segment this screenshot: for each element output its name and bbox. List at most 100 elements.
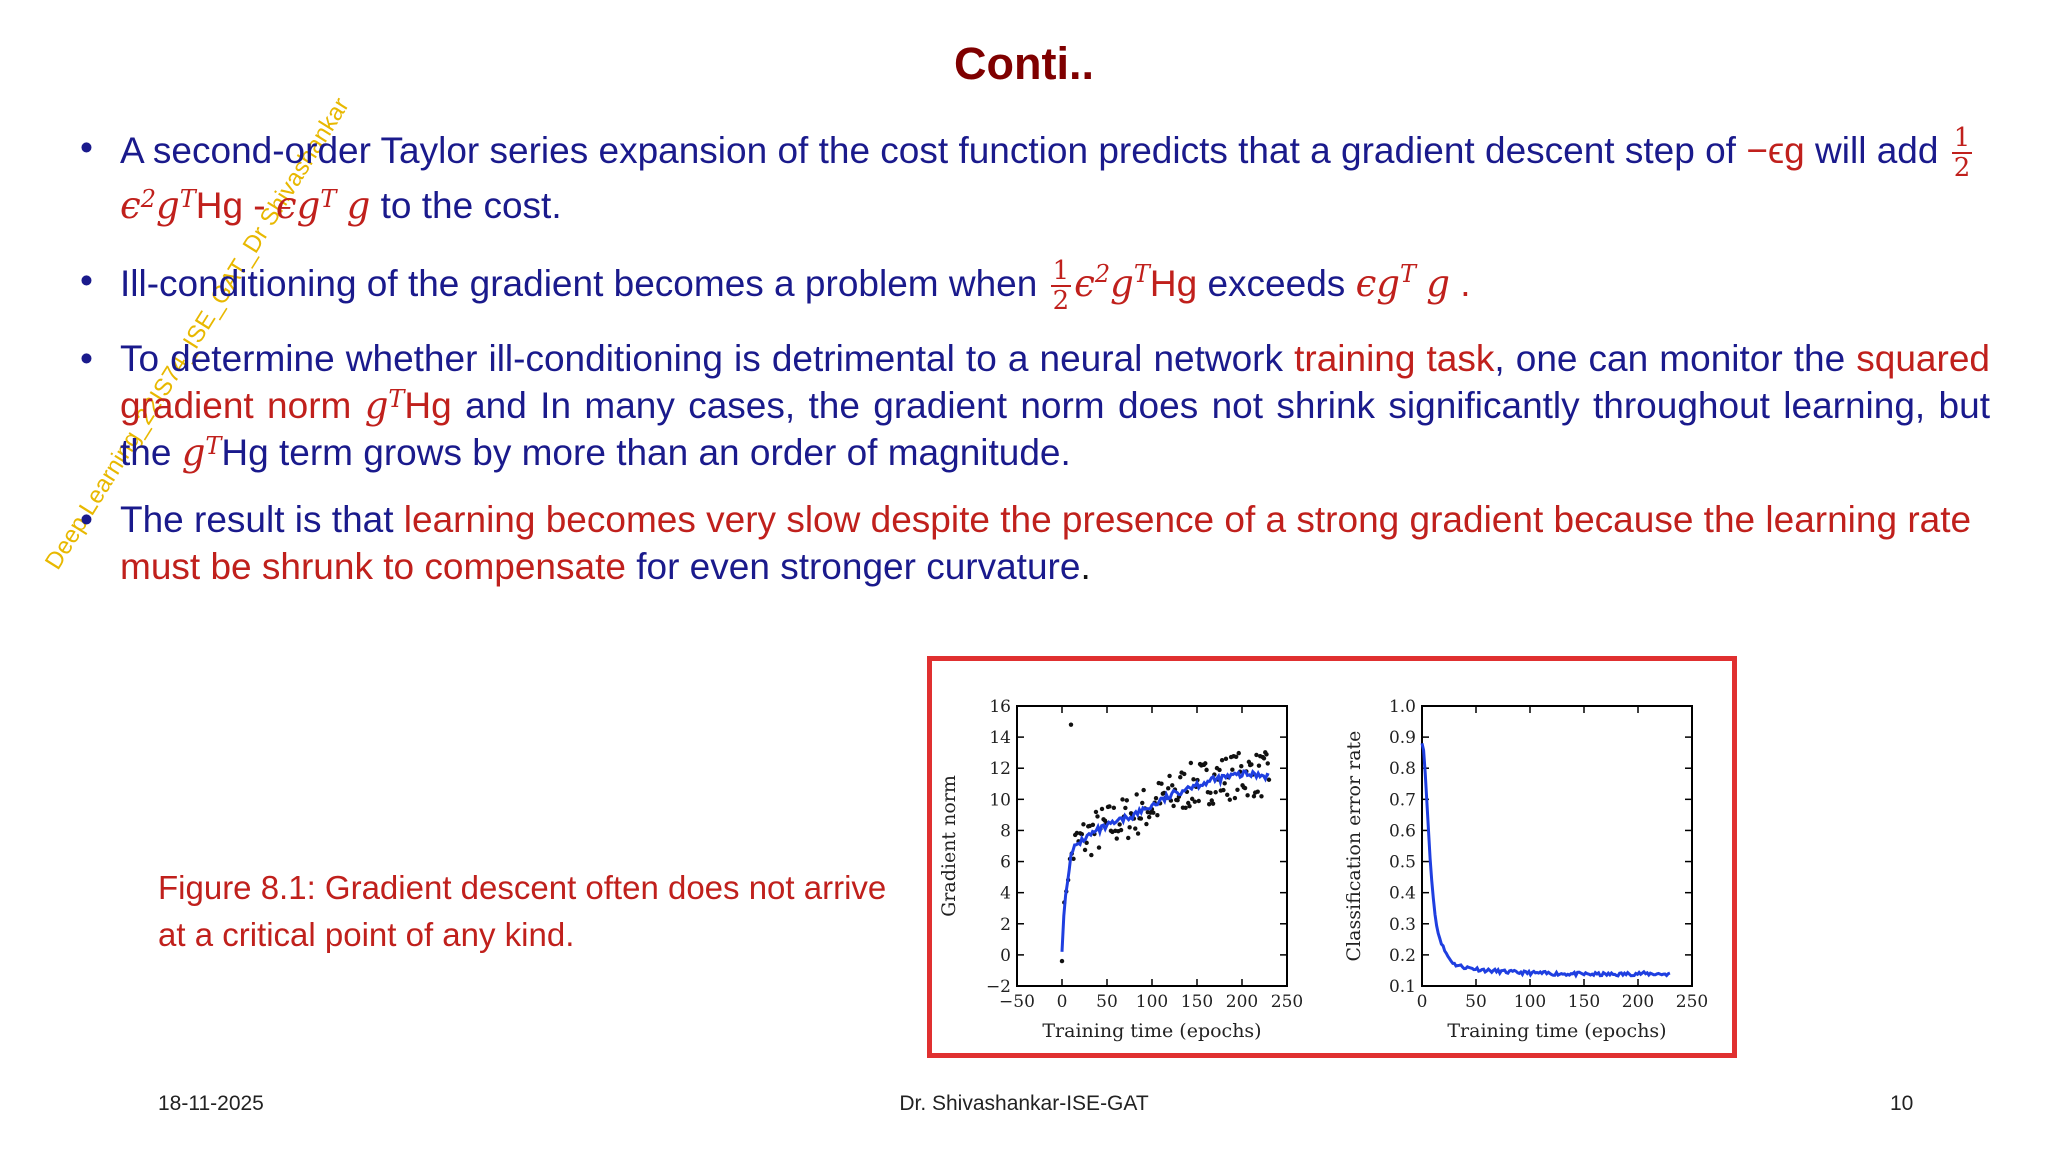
math-hg: Hg (1149, 262, 1198, 304)
bullet-4-red-text: learning becomes very slow despite the p… (120, 499, 1972, 587)
scatter-point (1225, 792, 1230, 798)
scatter-point (1171, 803, 1176, 809)
bullet-4-period: . (1080, 546, 1091, 587)
scatter-point (1124, 798, 1130, 803)
figure-charts: −50 0 50 100 150 200 250 −2 0 2 4 6 8 10 12 14 16 Trainin… (938, 697, 1708, 1042)
scatter-point (1213, 790, 1218, 795)
x-tick-label: 0 (1417, 992, 1428, 1012)
bullet-2-period: . (1449, 262, 1471, 304)
y-tick-label: 0.9 (1389, 728, 1416, 748)
x-axis-label: Training time (epochs) (1042, 1020, 1261, 1042)
scatter-point (1189, 796, 1195, 802)
scatter-point (1217, 767, 1222, 773)
scatter-point (1117, 822, 1122, 827)
scatter-point (1159, 781, 1164, 786)
y-tick-label: 0.2 (1389, 946, 1416, 966)
y-axis-label: Gradient norm (938, 775, 960, 917)
x-tick-label: 100 (1514, 992, 1546, 1012)
scatter-point (1249, 762, 1254, 767)
math-sup: T (388, 385, 405, 413)
scatter-point (1192, 799, 1198, 804)
scatter-point (1208, 790, 1213, 796)
math-sup: T (179, 185, 196, 213)
scatter-point (1203, 761, 1208, 766)
bullet-2-text-a: Ill-conditioning of the gradient becomes… (120, 262, 1048, 304)
scatter-point (1133, 826, 1138, 831)
scatter-point (1235, 787, 1240, 792)
scatter-point (1120, 797, 1125, 802)
x-tick-label: 250 (1676, 992, 1708, 1012)
scatter-point (1175, 797, 1180, 803)
bullet-3-text-b: , one can monitor the (1494, 338, 1857, 379)
footer-page-number: 10 (1890, 1092, 1914, 1115)
scatter-point (1099, 806, 1105, 812)
scatter-point (1059, 958, 1065, 964)
scatter-point (1118, 827, 1124, 833)
scatter-point (1236, 750, 1241, 756)
scatter-point (1140, 800, 1145, 806)
bullet-4-text-b: for even stronger curvature (625, 546, 1081, 587)
math-minus: - (243, 185, 276, 226)
fraction-denominator: 2 (1953, 153, 1971, 183)
fraction-numerator: 1 (1050, 256, 1072, 287)
y-tick-label: 1.0 (1389, 697, 1416, 717)
bullet-3-text-d: Hg term grows by more than an order of m… (221, 432, 1071, 473)
bullet-2-text-b: exceeds (1197, 262, 1356, 304)
scatter-point (1259, 794, 1264, 799)
y-axis-label: Classification error rate (1343, 731, 1365, 962)
math-sup: 2 (140, 185, 157, 213)
scatter-point (1090, 822, 1096, 828)
scatter-point (1265, 761, 1270, 766)
scatter-point (1074, 830, 1080, 836)
scatter-point (1183, 805, 1188, 811)
bullet-1-text-b: will add (1804, 129, 1949, 171)
scatter-point (1232, 795, 1238, 801)
chart-2-frame (1421, 705, 1693, 987)
scatter-point (1114, 836, 1119, 841)
scatter-point (1206, 802, 1212, 807)
math-sup: T (1399, 260, 1416, 288)
math-g: g (1426, 261, 1450, 305)
y-tick-label: −2 (986, 977, 1011, 997)
x-tick-label: −50 (999, 992, 1035, 1012)
scatter-point (1093, 809, 1099, 815)
x-tick-label: 150 (1568, 992, 1600, 1012)
scatter-point (1233, 754, 1239, 759)
scatter-point (1166, 786, 1171, 791)
scatter-point (1123, 805, 1128, 811)
scatter-point (1227, 797, 1233, 802)
bullet-1-text-c: to the cost. (370, 185, 562, 226)
scatter-point (1084, 840, 1089, 846)
footer-author: Dr. Shivashankar-ISE-GAT (899, 1092, 1149, 1115)
scatter-point (1239, 763, 1244, 769)
y-tick-label: 0.8 (1389, 759, 1416, 779)
chart-1-frame (1016, 705, 1288, 987)
x-tick-label: 150 (1181, 992, 1213, 1012)
scatter-point (1068, 722, 1074, 727)
fraction-denominator: 2 (1052, 286, 1070, 316)
bullet-4: The result is that learning becomes very… (80, 496, 1990, 590)
scatter-point (1219, 758, 1225, 763)
scatter-point (1256, 763, 1262, 768)
scatter-point (1144, 821, 1149, 827)
scatter-point (1178, 774, 1183, 780)
scatter-point (1167, 773, 1172, 779)
scatter-point (1153, 795, 1159, 801)
math-hg: Hg (195, 185, 244, 226)
scatter-point (1182, 771, 1187, 777)
math-eps-g: ϵg (275, 184, 321, 227)
y-tick-label: 0.4 (1389, 884, 1416, 904)
bullet-1-text-a: A second-order Taylor series expansion o… (120, 129, 1736, 171)
scatter-point (1126, 835, 1131, 841)
bullet-3-text-c: and In many cases, the gradient norm doe… (120, 385, 1990, 473)
math-epsilon: ϵ (120, 184, 141, 227)
y-tick-label: 0.6 (1389, 821, 1416, 841)
scatter-point (1266, 777, 1272, 782)
y-tick-label: 0.3 (1389, 915, 1416, 935)
scatter-point (1096, 845, 1102, 850)
scatter-point (1230, 767, 1235, 772)
scatter-point (1191, 777, 1196, 782)
math-sup: T (205, 432, 222, 460)
scatter-point (1255, 789, 1260, 794)
fraction-numerator: 1 (1951, 123, 1973, 154)
